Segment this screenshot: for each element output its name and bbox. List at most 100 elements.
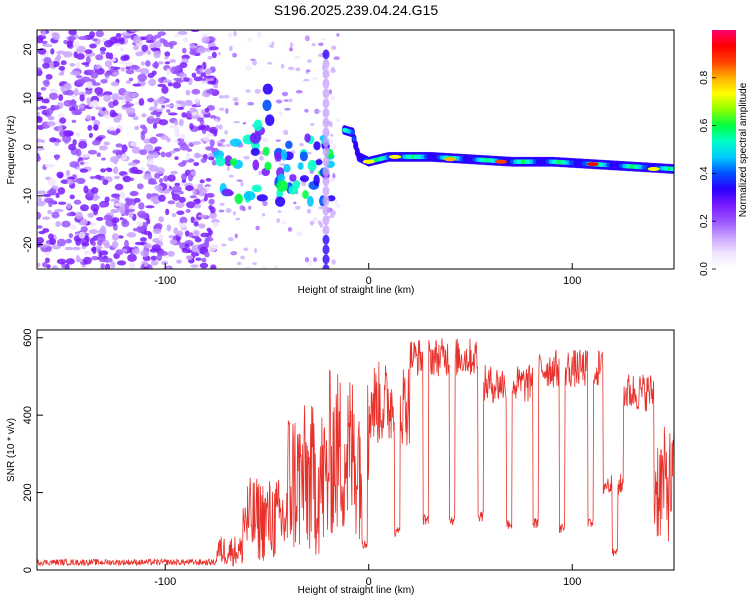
heatmap-speckle: [44, 197, 54, 204]
heatmap-speckle: [66, 179, 74, 185]
heatmap-speckle: [304, 257, 310, 263]
heatmap-speckle: [189, 50, 198, 56]
heatmap-speckle: [189, 122, 194, 130]
heatmap-speckle: [184, 101, 193, 107]
heatmap-speckle: [190, 30, 200, 33]
heatmap-speckle: [43, 44, 53, 48]
heatmap-speckle: [185, 152, 190, 161]
heatmap-speckle: [140, 237, 147, 242]
heatmap-speckle: [151, 244, 161, 251]
heatmap-speckle: [93, 124, 99, 131]
heatmap-speckle: [171, 185, 182, 193]
heatmap-speckle: [225, 143, 231, 147]
heatmap-speckle: [262, 212, 266, 217]
heatmap-speckle: [240, 255, 246, 260]
heatmap-speckle: [120, 47, 125, 52]
heatmap-speckle: [179, 72, 187, 79]
spectrogram-y-tick-label: -10: [22, 188, 34, 204]
heatmap-blob: [306, 195, 314, 207]
heatmap-speckle: [183, 77, 190, 82]
heatmap-speckle: [100, 225, 107, 234]
heatmap-speckle: [127, 253, 137, 262]
snr-y-ticks: 0 200 400 600: [22, 329, 43, 573]
heatmap-speckle: [247, 37, 252, 42]
heatmap-speckle: [117, 112, 123, 121]
heatmap-speckle: [245, 89, 251, 93]
heatmap-blob: [229, 158, 238, 166]
heatmap-speckle: [181, 47, 187, 54]
heatmap-speckle: [56, 238, 67, 247]
colorbar: 0.0 0.2 0.4 0.6 0.8 Normalized spectral ampl…: [699, 30, 749, 276]
heatmap-speckle: [244, 266, 252, 269]
heatmap-speckle: [130, 141, 138, 147]
heatmap-speckle: [51, 265, 58, 269]
heatmap-streak: [322, 68, 330, 79]
heatmap-speckle: [80, 218, 88, 226]
heatmap-speckle: [78, 231, 86, 239]
heatmap-speckle: [153, 34, 162, 39]
snr-frame: [36, 329, 675, 571]
heatmap-speckle: [76, 53, 85, 60]
heatmap-speckle: [186, 201, 196, 209]
heatmap-speckle: [103, 114, 112, 119]
heatmap-speckle: [234, 233, 238, 239]
heatmap-speckle: [66, 40, 73, 48]
heatmap-speckle: [63, 39, 68, 45]
heatmap-speckle: [140, 68, 150, 75]
heatmap-speckle: [139, 149, 148, 156]
heatmap-speckle: [176, 106, 185, 111]
heatmap-speckle: [169, 125, 178, 129]
heatmap-speckle: [129, 191, 138, 197]
heatmap-speckle: [280, 63, 285, 69]
heatmap-speckle: [179, 62, 188, 69]
heatmap-streak: [322, 264, 330, 269]
spectrogram-x-tick-label: 0: [366, 275, 372, 287]
heatmap-speckle: [78, 35, 88, 41]
heatmap-speckle: [109, 130, 117, 136]
heatmap-speckle: [212, 221, 219, 228]
heatmap-speckle: [86, 69, 95, 74]
heatmap-speckle: [125, 66, 131, 70]
heatmap-speckle: [87, 149, 98, 155]
heatmap-speckle: [37, 262, 41, 268]
heatmap-speckle: [73, 199, 82, 205]
spectrogram-x-tick-label: -100: [154, 275, 176, 287]
figure-title: S196.2025.239.04.24.G15: [274, 2, 438, 18]
heatmap-ridge-core: [670, 166, 674, 172]
heatmap-speckle: [253, 247, 258, 254]
heatmap-speckle: [89, 31, 96, 39]
heatmap-speckle: [157, 61, 165, 65]
heatmap-speckle: [79, 161, 85, 165]
snr-panel: -100 0 100 0 200 400 600 Height of straight l…: [6, 329, 675, 596]
heatmap-speckle: [143, 173, 152, 180]
heatmap-speckle: [304, 108, 309, 113]
heatmap-speckle: [59, 117, 67, 124]
heatmap-speckle: [220, 243, 227, 247]
heatmap-speckle: [334, 198, 338, 204]
heatmap-speckle: [90, 203, 100, 212]
heatmap-speckle: [155, 108, 164, 113]
heatmap-speckle: [215, 124, 220, 130]
heatmap-speckle: [219, 107, 225, 111]
heatmap-speckle: [69, 62, 76, 67]
heatmap-speckle: [96, 216, 104, 221]
heatmap-speckle: [125, 107, 136, 116]
colorbar-tick-label: 0.4: [699, 166, 710, 180]
heatmap-speckle: [69, 106, 76, 112]
heatmap-speckle: [37, 142, 41, 147]
heatmap-speckle: [206, 192, 215, 198]
heatmap-speckle: [202, 136, 210, 142]
heatmap-speckle: [208, 198, 215, 205]
heatmap-speckle: [90, 71, 99, 79]
heatmap-streak: [322, 176, 330, 187]
heatmap-speckle: [158, 194, 166, 202]
heatmap-speckle: [131, 146, 141, 154]
heatmap-speckle: [289, 42, 294, 48]
heatmap-speckle: [318, 42, 324, 47]
heatmap-speckle: [91, 82, 101, 86]
heatmap-speckle: [240, 180, 244, 187]
heatmap-speckle: [78, 104, 84, 109]
heatmap-speckle: [80, 154, 91, 158]
heatmap-speckle: [55, 192, 60, 198]
